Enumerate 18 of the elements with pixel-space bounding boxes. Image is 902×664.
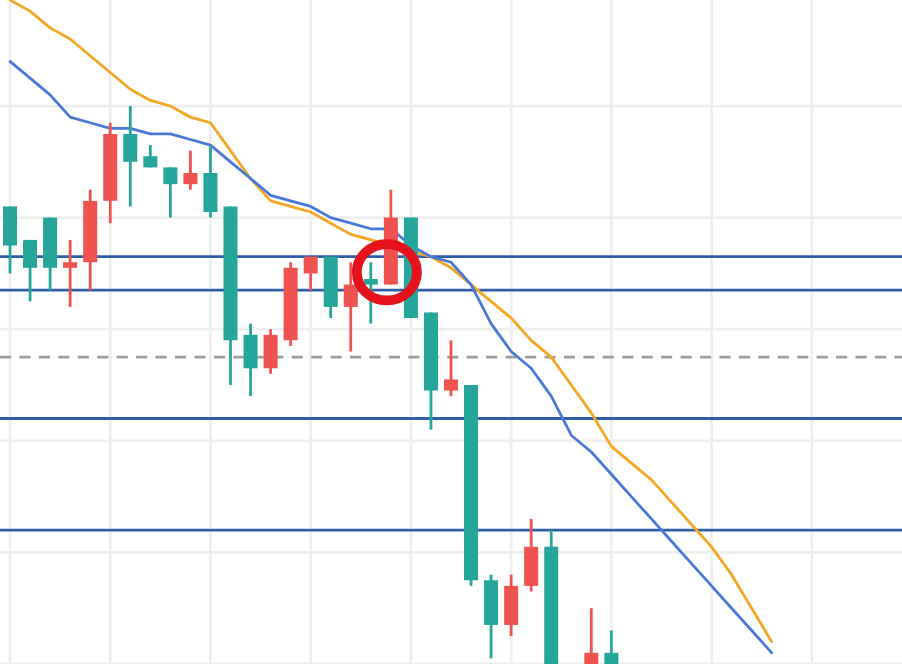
candlestick	[584, 606, 599, 664]
candlestick	[303, 255, 318, 292]
candlestick	[504, 573, 519, 638]
candlestick	[263, 327, 278, 376]
candlestick	[363, 260, 378, 326]
candlestick	[63, 238, 78, 309]
candlestick	[343, 260, 358, 353]
candlestick	[183, 149, 198, 192]
candlestick	[23, 238, 38, 303]
candlestick	[443, 338, 459, 398]
candlestick	[163, 166, 178, 219]
candlestick	[604, 629, 619, 664]
candlestick	[524, 517, 539, 593]
candlestick	[123, 104, 138, 208]
candlestick	[203, 143, 218, 219]
candlestick	[484, 573, 499, 660]
candlestick	[243, 322, 258, 398]
candlestick	[3, 205, 18, 275]
